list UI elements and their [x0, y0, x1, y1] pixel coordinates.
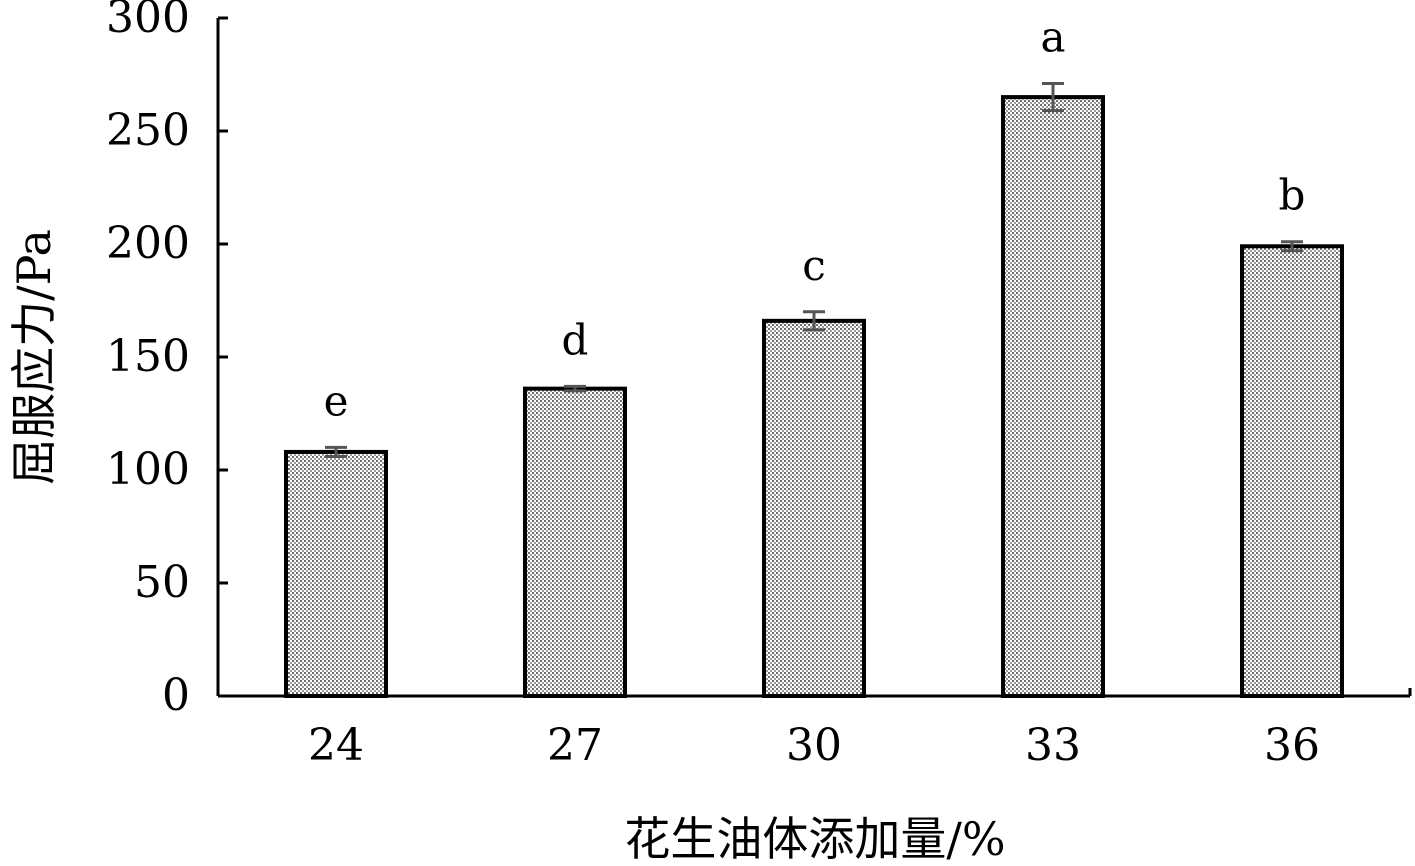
- bar: [284, 449, 388, 699]
- y-axis-title: 屈服应力/Pa: [7, 229, 61, 485]
- y-ticks: 0 50 100 150 200 250 300: [106, 0, 228, 721]
- x-tick-label: 30: [786, 720, 842, 771]
- x-ticks: 24 27 30 33 36: [308, 720, 1320, 771]
- y-tick-label: 50: [134, 557, 190, 608]
- x-tick-label: 36: [1264, 720, 1320, 771]
- x-axis-title: 花生油体添加量/%: [624, 812, 1005, 866]
- significance-label: b: [1279, 171, 1306, 220]
- significance-label: e: [324, 376, 349, 425]
- y-tick-label: 0: [162, 670, 190, 721]
- y-tick-label: 300: [106, 0, 190, 43]
- bar: [762, 318, 866, 698]
- bars: e d c a b: [284, 13, 1344, 699]
- y-tick-label: 250: [106, 105, 190, 156]
- y-tick-label: 200: [106, 218, 190, 269]
- bar: [1240, 244, 1344, 698]
- significance-label: c: [802, 241, 826, 290]
- x-tick-label: 27: [547, 720, 603, 771]
- y-tick-label: 100: [106, 444, 190, 495]
- significance-label: d: [562, 315, 589, 364]
- bar: [1001, 95, 1105, 699]
- x-tick-label: 24: [308, 720, 364, 771]
- y-tick-label: 150: [106, 331, 190, 382]
- x-tick-label: 33: [1025, 720, 1081, 771]
- significance-label: a: [1040, 13, 1065, 62]
- bar: [523, 386, 627, 698]
